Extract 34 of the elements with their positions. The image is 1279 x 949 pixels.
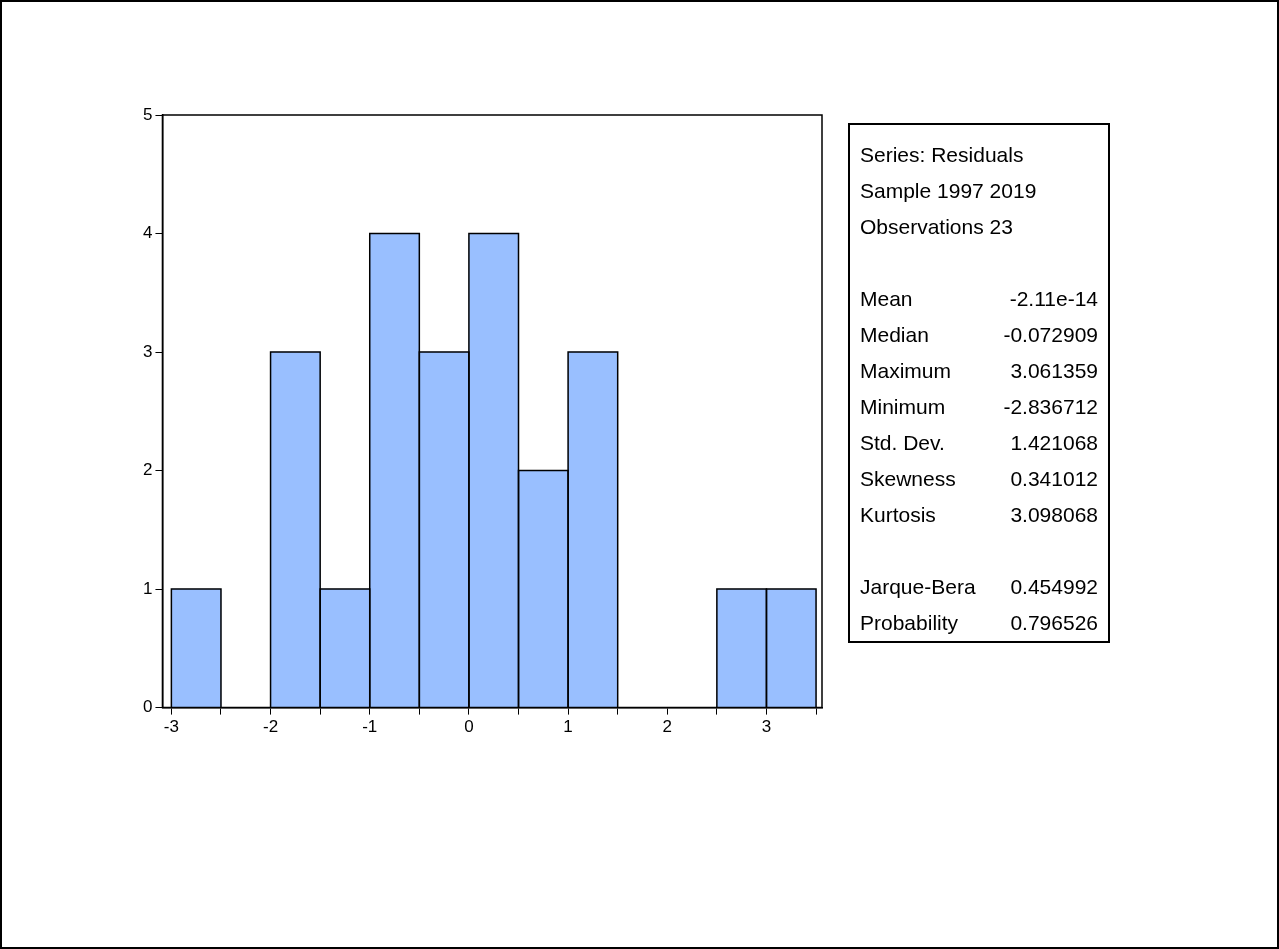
x-tick-label: -2 bbox=[263, 717, 279, 737]
y-tick-label: 4 bbox=[142, 223, 153, 243]
text: -2.836712 bbox=[1002, 394, 1098, 420]
text: Kurtosis bbox=[860, 502, 937, 528]
text: Std. Dev. bbox=[860, 430, 946, 456]
y-tick-label: 1 bbox=[142, 578, 153, 598]
x-tick-label: 3 bbox=[761, 717, 772, 737]
text: 0.454992 bbox=[1009, 574, 1098, 600]
y-tick-label: 2 bbox=[142, 460, 153, 480]
x-tick-label: 2 bbox=[662, 717, 673, 737]
text: Observations 23 bbox=[860, 214, 1014, 240]
text: 3.061359 bbox=[1009, 358, 1098, 384]
text: Sample 1997 2019 bbox=[860, 178, 1038, 204]
x-tick-label: -1 bbox=[362, 717, 378, 737]
text: 1.421068 bbox=[1009, 430, 1098, 456]
text: Maximum bbox=[860, 358, 952, 384]
text: Median bbox=[860, 322, 930, 348]
x-tick-label: 1 bbox=[563, 717, 573, 737]
text: 0.341012 bbox=[1009, 466, 1098, 492]
text: Mean bbox=[860, 286, 914, 312]
text: Skewness bbox=[860, 466, 957, 492]
y-tick-label: 3 bbox=[142, 341, 153, 361]
x-tick-label: 0 bbox=[464, 717, 474, 737]
text: -2.11e-14 bbox=[1008, 286, 1098, 312]
text: 3.098068 bbox=[1009, 502, 1098, 528]
text: Jarque-Bera bbox=[860, 574, 977, 600]
text: -0.072909 bbox=[1002, 322, 1098, 348]
text: Series: Residuals bbox=[860, 142, 1025, 168]
text: Probability bbox=[860, 610, 960, 636]
text: Minimum bbox=[860, 394, 947, 420]
text: 0.796526 bbox=[1009, 610, 1098, 636]
y-tick-label: 5 bbox=[142, 104, 153, 124]
y-tick-label: 0 bbox=[142, 697, 153, 717]
x-tick-label: -3 bbox=[163, 717, 179, 737]
